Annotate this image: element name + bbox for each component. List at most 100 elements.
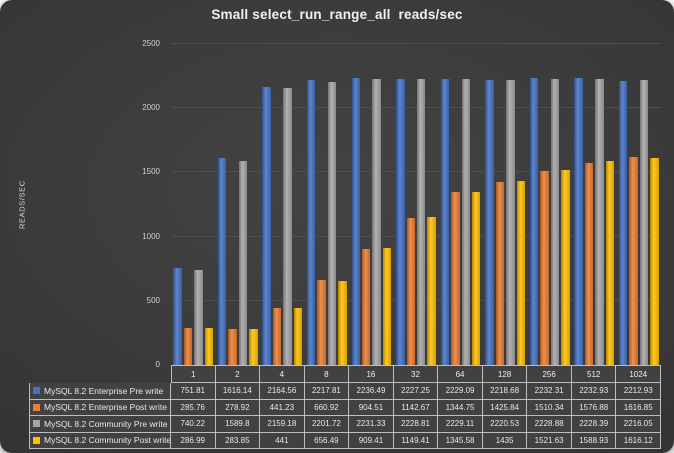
bar [362,248,371,365]
bar [516,180,525,365]
table-header-cell: 1024 [616,365,661,383]
bar [283,87,292,365]
table-value-cell: 909.41 [349,432,394,449]
bar [574,78,583,365]
table-value-cell: 2216.05 [616,416,661,433]
bar [618,80,628,365]
bar-group-2 [216,44,261,365]
bar [440,78,450,365]
series-label: MySQL 8.2 Enterprise Post write [44,402,167,413]
table-value-cell: 278.92 [215,399,261,416]
bar [262,87,271,365]
table-header-cell: 2 [215,365,261,383]
table-header-cell: 256 [527,365,572,383]
bar [183,328,193,365]
series-label: MySQL 8.2 Community Post write [44,435,171,446]
gridline [171,171,661,173]
bar-group-16 [349,44,394,365]
table-value-cell: 1616.85 [616,399,661,416]
bar-group-1 [171,44,216,365]
table-value-cell: 1435 [482,432,528,449]
gridline [171,299,661,301]
table-value-cell: 2217.81 [304,383,350,400]
y-tick-label: 500 [146,295,160,305]
bar [629,157,638,365]
plot-area [171,43,661,365]
table-value-cell: 285.76 [171,399,216,416]
data-table: 1 2 4 8 16 32 64 128 256 512 1024 MySQL 8.2 Enterpr… [29,365,661,449]
table-value-cell: 1589.8 [215,416,261,433]
table-value-cell: 2212.93 [616,383,661,400]
bar [461,78,470,365]
bar-group-256 [527,44,572,365]
bar [427,217,436,365]
table-value-cell: 441.23 [260,399,305,416]
bar [293,308,303,365]
table-value-cell: 740.22 [171,416,216,433]
bar [217,157,227,365]
table-value-cell: 1345.58 [438,432,483,449]
table-value-cell: 2232.31 [527,383,572,400]
bar [249,328,258,365]
bar [550,78,560,365]
bar [495,181,505,365]
table-value-cell: 1510.34 [527,399,572,416]
table-header-cell: 16 [349,365,394,383]
y-tick-label: 1500 [142,167,160,177]
table-header-cell: 128 [482,365,528,383]
table-corner-cell [29,365,171,383]
gridline [171,43,661,44]
table-value-cell: 2228.81 [393,416,439,433]
table-value-cell: 2229.09 [438,383,483,400]
y-tick-label: 1000 [142,231,160,241]
table-value-cell: 441 [260,432,305,449]
bar [307,80,316,365]
y-tick-label: 2000 [142,103,160,113]
table-value-cell: 1616.12 [616,432,661,449]
bar [639,80,649,365]
table-value-cell: 1344.75 [438,399,483,416]
table-value-cell: 2164.56 [260,383,305,400]
table-value-cell: 2228.39 [571,416,617,433]
bar [173,268,182,365]
table-value-cell: 2201.72 [304,416,350,433]
gridline [171,235,661,237]
series-label-cell: MySQL 8.2 Community Post write [29,432,171,449]
table-value-cell: 1521.63 [527,432,572,449]
chart-title: Small select_run_range_all reads/sec [211,7,463,22]
bar-group-128 [483,44,528,365]
bar-group-32 [394,44,439,365]
y-tick-label: 0 [155,360,160,369]
bar [451,192,460,365]
bar [485,80,494,365]
legend-marker [33,436,40,444]
table-value-cell: 1616.14 [215,383,261,400]
table-header-cell: 32 [393,365,439,383]
table-value-cell: 751.81 [171,383,216,400]
bar [327,82,337,365]
bar-group-4 [260,44,305,365]
table-value-cell: 660.92 [304,399,350,416]
bar [317,280,326,365]
y-axis-ticks: 0 500 1000 1500 2000 2500 [0,39,163,369]
bar [338,280,347,365]
table-value-cell: 2231.33 [349,416,394,433]
series-label-cell: MySQL 8.2 Community Pre write [29,416,171,433]
table-value-cell: 2229.11 [438,416,483,433]
table-value-cell: 2218.68 [482,383,528,400]
table-value-cell: 1425.84 [482,399,528,416]
bar [540,171,549,365]
bar [529,78,539,365]
grid-layer [171,43,661,365]
bar [204,328,214,365]
bar [194,269,203,365]
bar-group-64 [438,44,483,365]
table-value-cell: 2220.53 [482,416,528,433]
bar [272,308,282,365]
legend-marker [33,403,40,411]
y-tick-label: 2500 [142,39,160,48]
bar [605,160,615,365]
table-header-cell: 8 [304,365,350,383]
table-value-cell: 2227.25 [393,383,439,400]
